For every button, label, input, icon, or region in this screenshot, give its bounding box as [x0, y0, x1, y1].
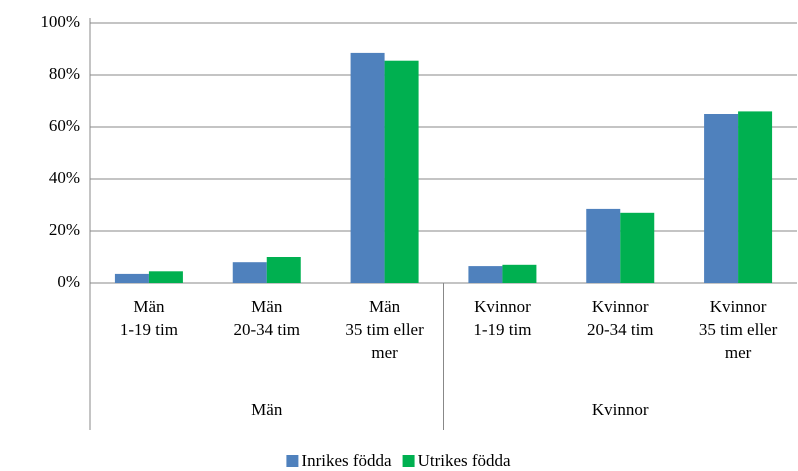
bar: [620, 212, 655, 283]
x-tick-label: 35 tim eller: [345, 320, 424, 339]
x-tick-label: mer: [725, 343, 752, 362]
x-tick-label: 20-34 tim: [233, 320, 300, 339]
x-tick-label: 1-19 tim: [120, 320, 178, 339]
bar: [384, 60, 419, 284]
legend-label: Inrikes födda: [301, 451, 392, 470]
bar: [114, 273, 149, 283]
bar: [232, 262, 267, 283]
legend-swatch: [286, 455, 299, 467]
bar: [502, 264, 537, 283]
legend-swatch: [402, 455, 415, 467]
bar: [468, 266, 503, 283]
bar: [704, 114, 739, 283]
x-tick-label: Män: [369, 297, 401, 316]
x-tick-label: Kvinnor: [474, 297, 531, 316]
legend-label: Utrikes födda: [418, 451, 511, 470]
bar: [738, 111, 773, 284]
y-tick-label: 20%: [49, 220, 80, 239]
bar: [586, 208, 621, 283]
y-tick-label: 40%: [49, 168, 80, 187]
group-label: Män: [251, 400, 283, 419]
group-label: Kvinnor: [592, 400, 649, 419]
x-tick-label: Kvinnor: [592, 297, 649, 316]
bar: [350, 52, 385, 284]
bar: [266, 257, 301, 283]
x-tick-label: 1-19 tim: [473, 320, 531, 339]
x-tick-label: Män: [251, 297, 283, 316]
y-tick-label: 80%: [49, 64, 80, 83]
bar: [148, 271, 183, 283]
x-tick-label: Kvinnor: [710, 297, 767, 316]
y-tick-label: 100%: [40, 12, 80, 31]
x-tick-label: mer: [371, 343, 398, 362]
x-tick-label: 35 tim eller: [699, 320, 778, 339]
y-tick-label: 60%: [49, 116, 80, 135]
x-tick-label: Män: [133, 297, 165, 316]
x-tick-label: 20-34 tim: [587, 320, 654, 339]
y-tick-label: 0%: [57, 272, 80, 291]
